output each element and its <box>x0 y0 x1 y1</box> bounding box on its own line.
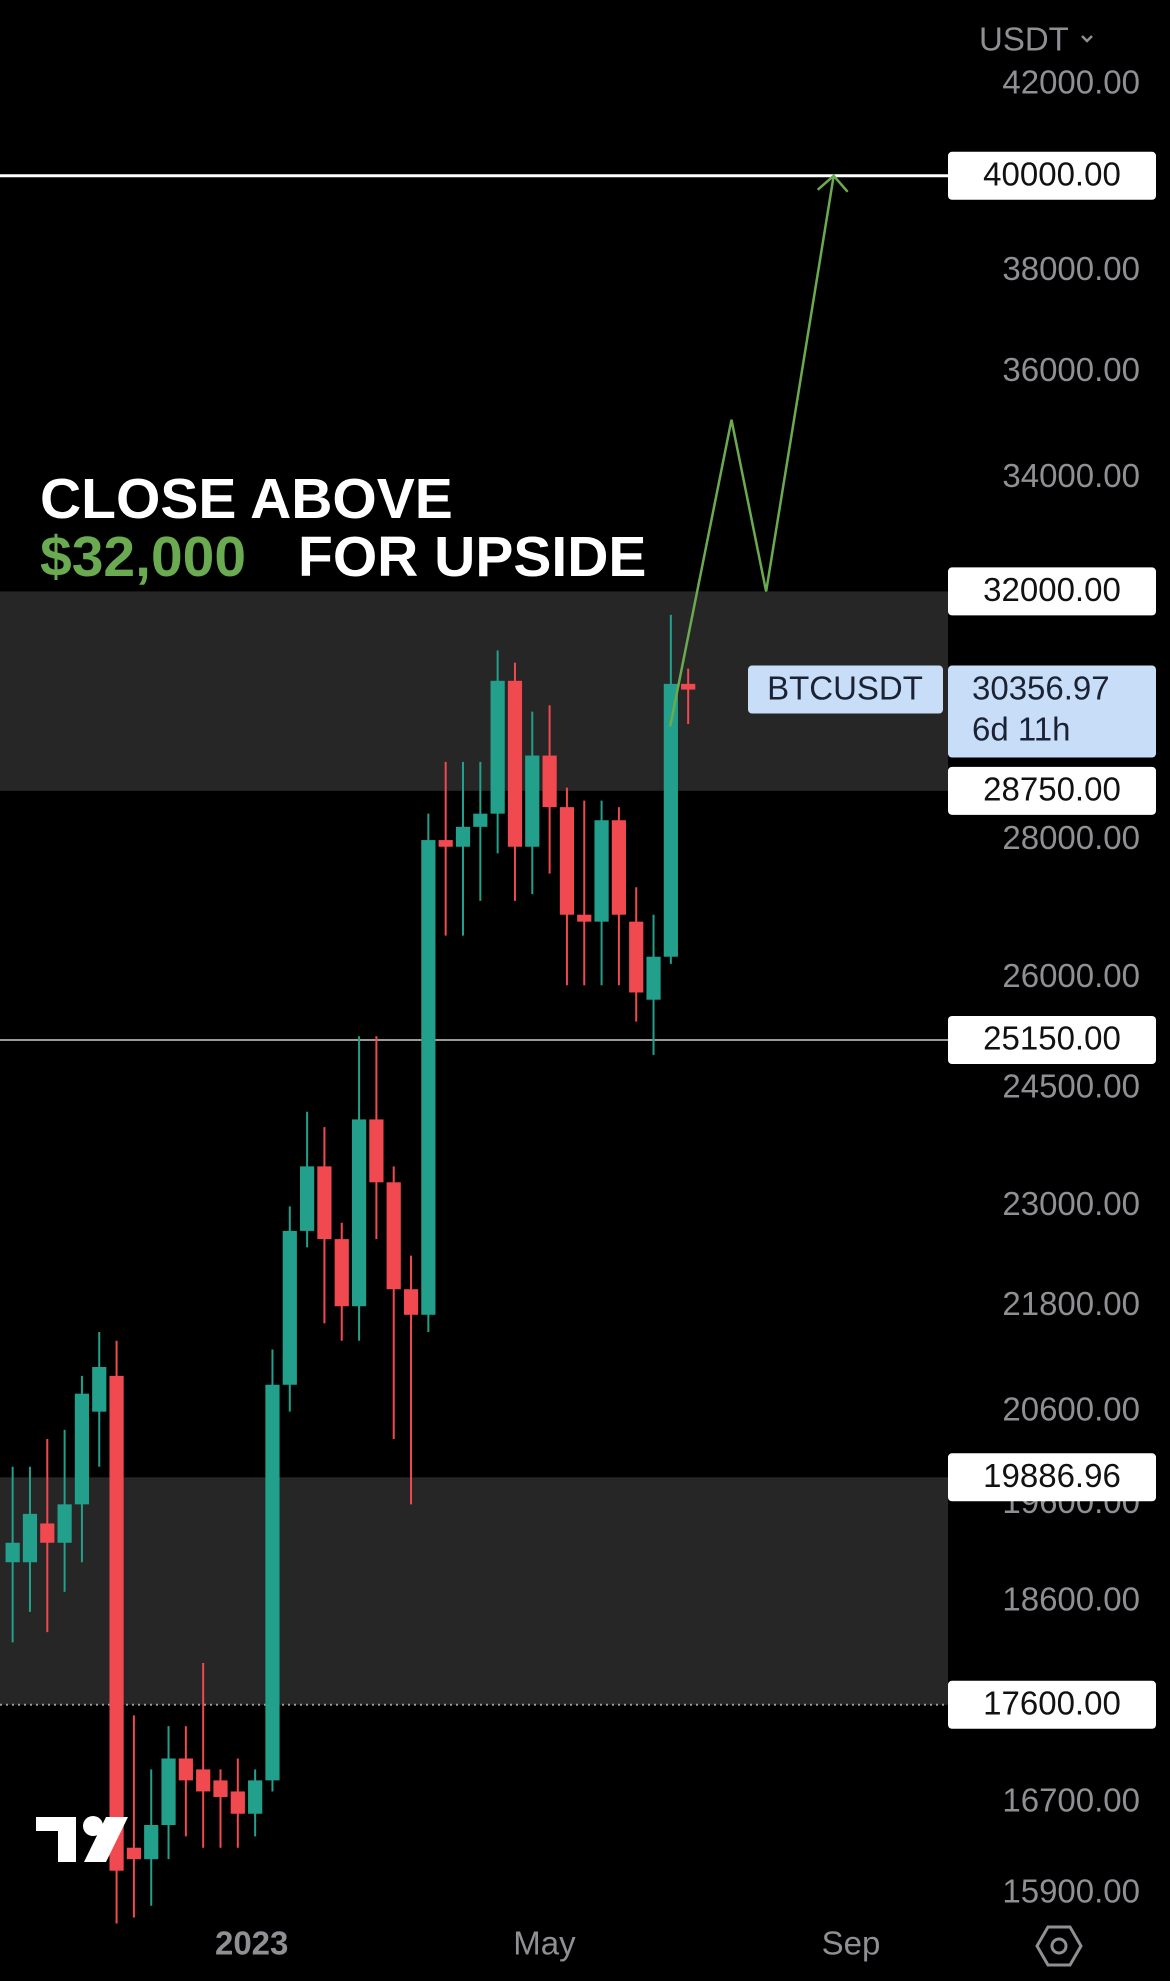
candle-body <box>403 1289 419 1315</box>
settings-icon[interactable] <box>1035 1925 1083 1967</box>
candle-body <box>300 1166 315 1231</box>
labels: 42000.00 38000.00 36000.00 34000.00 28000.00… <box>215 64 1156 1962</box>
y-tick-label: 26000.00 <box>1002 957 1140 994</box>
currency-label[interactable]: USDT <box>979 21 1069 58</box>
candle-body <box>611 820 626 915</box>
candle-body <box>144 1824 159 1860</box>
candle-body <box>248 1780 263 1814</box>
candle-body <box>577 914 592 922</box>
level-label: 25150.00 <box>983 1020 1121 1057</box>
candle-body <box>490 680 505 814</box>
candle-body <box>109 1375 124 1871</box>
candle-body <box>265 1384 280 1781</box>
y-tick-label: 24500.00 <box>1002 1067 1140 1104</box>
y-tick-label: 42000.00 <box>1002 64 1140 101</box>
annotation-line1: CLOSE ABOVE <box>40 467 453 531</box>
last-price: 30356.97 <box>972 669 1110 706</box>
candle-body <box>213 1780 228 1797</box>
settings-hexagon[interactable] <box>1035 1925 1083 1967</box>
last-symbol: BTCUSDT <box>767 669 923 706</box>
candle-body <box>334 1239 349 1307</box>
y-tick-label: 34000.00 <box>1002 457 1140 494</box>
level-lines <box>0 174 948 1706</box>
level-label: 40000.00 <box>983 156 1121 193</box>
candle-body <box>594 820 609 922</box>
level-box <box>948 766 1156 815</box>
level-box <box>948 1016 1156 1065</box>
level-box <box>948 1453 1156 1502</box>
candle-body <box>455 826 471 847</box>
level-box <box>948 151 1156 200</box>
y-tick-label: 15900.00 <box>1002 1873 1140 1910</box>
level-label: 19886.96 <box>983 1457 1121 1494</box>
candle-body <box>369 1119 384 1183</box>
projection <box>668 174 849 727</box>
annotation-line2: FOR UPSIDE <box>298 525 646 589</box>
y-tick-label: 16700.00 <box>1002 1781 1140 1818</box>
tradingview-logo <box>36 1816 128 1862</box>
x-tick-label: May <box>513 1925 576 1962</box>
y-tick-label: 20600.00 <box>1002 1390 1140 1427</box>
candle-body <box>178 1758 193 1781</box>
candle-body <box>629 921 644 993</box>
candle-body <box>525 755 540 847</box>
logo-part <box>58 1817 76 1862</box>
candle-body <box>507 680 523 847</box>
candle-body <box>386 1182 401 1290</box>
candle-body <box>646 956 661 1000</box>
last-price-box <box>948 665 1156 758</box>
level-box <box>948 1680 1156 1729</box>
y-tick-label: 21800.00 <box>1002 1285 1140 1322</box>
candle-body <box>681 683 696 690</box>
level-label: 32000.00 <box>983 571 1121 608</box>
candle-body <box>196 1769 211 1792</box>
settings-center[interactable] <box>1050 1937 1068 1955</box>
logo-part <box>83 1816 103 1836</box>
currency-chevron[interactable] <box>1081 35 1093 43</box>
y-tick-label: 38000.00 <box>1002 250 1140 287</box>
level-box <box>948 567 1156 616</box>
x-tick-label: Sep <box>822 1925 881 1962</box>
candle-body <box>57 1504 72 1543</box>
candle-body <box>92 1367 107 1412</box>
candle-body <box>317 1166 332 1240</box>
y-tick-label: 28000.00 <box>1002 819 1140 856</box>
candle-body <box>22 1513 38 1563</box>
candle-body <box>542 755 557 808</box>
candle-body <box>351 1119 367 1307</box>
y-tick-label: 18600.00 <box>1002 1581 1140 1618</box>
candle-body <box>559 807 575 915</box>
candles <box>5 614 696 1924</box>
candle-body <box>663 683 678 957</box>
zone <box>0 1477 948 1705</box>
candle-body <box>161 1758 176 1825</box>
y-tick-label: 36000.00 <box>1002 351 1140 388</box>
candle-body <box>282 1230 297 1385</box>
annotation-highlight: $32,000 <box>40 525 246 589</box>
projection-arrowhead <box>816 174 849 193</box>
last-symbol-box <box>748 665 943 714</box>
x-tick-label: 2023 <box>215 1925 288 1962</box>
candle-body <box>230 1791 245 1814</box>
last-countdown: 6d 11h <box>972 710 1070 747</box>
candle-body <box>438 840 453 847</box>
level-label: 17600.00 <box>983 1685 1121 1722</box>
candle-body <box>40 1523 55 1543</box>
logo-part <box>84 1817 128 1862</box>
candle-body <box>5 1542 20 1563</box>
candle-body <box>126 1847 141 1860</box>
projection-line <box>668 175 835 727</box>
candle-body <box>74 1393 90 1505</box>
candle-body <box>473 813 488 827</box>
candle-body <box>421 840 436 1315</box>
level-label: 28750.00 <box>983 771 1121 808</box>
y-tick-label: 23000.00 <box>1002 1185 1140 1222</box>
